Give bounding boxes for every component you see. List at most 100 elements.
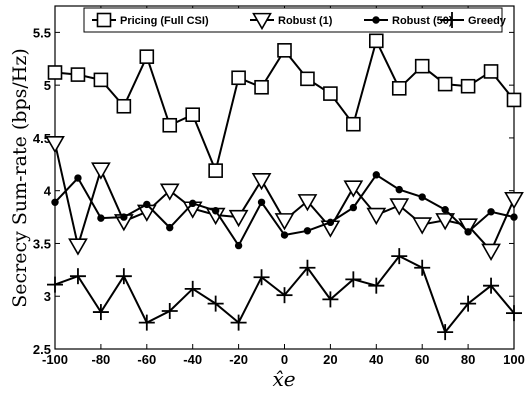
- square-marker: [116, 98, 132, 114]
- y-tick-label: 5.5: [33, 25, 51, 40]
- dot-marker: [395, 185, 403, 194]
- legend-entry: Greedy: [440, 12, 507, 28]
- dot-marker: [487, 208, 495, 216]
- dot-marker: [326, 218, 335, 227]
- dot-marker: [510, 213, 518, 221]
- square-marker: [70, 67, 86, 82]
- plus-marker: [138, 314, 155, 331]
- plus-marker: [444, 12, 460, 28]
- series-plus: [47, 248, 522, 341]
- square-marker: [437, 76, 453, 92]
- triangle-marker: [274, 213, 295, 231]
- plus-marker: [47, 276, 63, 293]
- triangle-marker: [297, 194, 318, 212]
- x-tick-label: -100: [42, 352, 68, 367]
- plus-marker: [414, 259, 431, 276]
- y-tick-label: 5: [44, 78, 51, 93]
- plus-marker: [299, 259, 316, 276]
- triangle-marker: [389, 198, 410, 216]
- square-marker: [139, 49, 155, 64]
- triangle-marker: [45, 136, 65, 154]
- square-marker: [185, 107, 200, 123]
- legend-label: Pricing (Full CSI): [120, 15, 209, 27]
- dot-marker: [464, 228, 472, 236]
- triangle-marker: [343, 180, 364, 198]
- x-tick-label: -40: [183, 352, 202, 367]
- y-tick-label: 4: [44, 184, 52, 199]
- dot-marker: [97, 214, 105, 222]
- plus-marker: [345, 271, 362, 288]
- triangle-marker: [252, 12, 272, 31]
- y-tick-label: 4.5: [33, 131, 51, 146]
- y-tick-label: 3.5: [33, 236, 51, 251]
- triangle-marker: [481, 243, 501, 261]
- dot-marker: [166, 223, 174, 232]
- square-marker: [47, 65, 63, 80]
- triangle-marker: [435, 213, 456, 231]
- plus-marker: [322, 291, 339, 308]
- square-marker: [414, 58, 430, 74]
- plus-marker: [92, 304, 109, 321]
- dot-marker: [372, 16, 380, 24]
- plus-marker: [115, 268, 132, 285]
- x-tick-label: -20: [229, 352, 248, 367]
- dot-marker: [211, 207, 220, 215]
- dot-marker: [349, 203, 358, 212]
- x-tick-label: -60: [137, 352, 156, 367]
- dot-marker: [189, 199, 197, 208]
- x-axis-title: x̂e: [272, 367, 295, 391]
- dot-marker: [372, 171, 380, 179]
- series-triangle-down: [45, 136, 524, 261]
- x-tick-label: 0: [281, 352, 288, 367]
- triangle-marker: [412, 217, 433, 235]
- legend-label: Robust (50): [392, 15, 453, 27]
- triangle-marker: [228, 209, 249, 228]
- square-marker: [277, 43, 292, 58]
- dot-marker: [234, 241, 243, 250]
- plus-marker: [437, 324, 454, 341]
- plus-marker: [460, 295, 477, 312]
- dot-marker: [280, 231, 289, 239]
- plus-marker: [161, 303, 178, 320]
- plus-marker: [69, 268, 86, 285]
- square-marker: [162, 117, 178, 133]
- series-square: [47, 33, 522, 178]
- plus-marker: [253, 269, 270, 286]
- series-lines: [45, 33, 524, 341]
- square-marker: [254, 79, 269, 95]
- square-marker: [506, 92, 522, 108]
- dot-marker: [120, 213, 128, 221]
- legend-box: [83, 7, 503, 33]
- x-tick-label: 40: [369, 352, 383, 367]
- square-marker: [208, 163, 223, 178]
- plus-marker: [276, 287, 293, 304]
- triangle-marker: [91, 162, 111, 180]
- axis-ticks: -100 -80 -60 -40 -20 0 20 40 60 80 100 2.5 3 3.5 4 4.5 5…: [33, 6, 525, 367]
- triangle-marker: [504, 191, 524, 210]
- triangle-marker: [251, 172, 272, 191]
- x-tick-label: 80: [461, 352, 475, 367]
- legend-label: Greedy: [468, 15, 507, 27]
- triangle-marker: [366, 207, 387, 226]
- dot-marker: [51, 198, 59, 207]
- triangle-marker: [159, 183, 180, 201]
- legend-entry: Pricing (Full CSI): [92, 12, 209, 28]
- square-marker: [300, 71, 315, 87]
- dot-marker: [143, 200, 151, 209]
- square-marker: [231, 70, 246, 86]
- legend-entry: Robust (1): [250, 12, 333, 31]
- square-marker: [391, 81, 407, 96]
- square-marker: [368, 33, 384, 49]
- square-marker: [96, 12, 112, 28]
- plus-marker: [184, 280, 201, 297]
- dot-marker: [441, 205, 449, 214]
- square-marker: [483, 64, 499, 79]
- x-tick-label: -80: [92, 352, 111, 367]
- y-tick-label: 2.5: [33, 342, 51, 357]
- x-tick-label: 20: [323, 352, 337, 367]
- legend-label: Robust (1): [278, 15, 333, 27]
- square-marker: [93, 72, 109, 88]
- y-axis-title: Secrecy Sum-rate (bps/Hz): [9, 48, 31, 308]
- square-marker: [460, 78, 476, 94]
- plus-marker: [506, 305, 522, 322]
